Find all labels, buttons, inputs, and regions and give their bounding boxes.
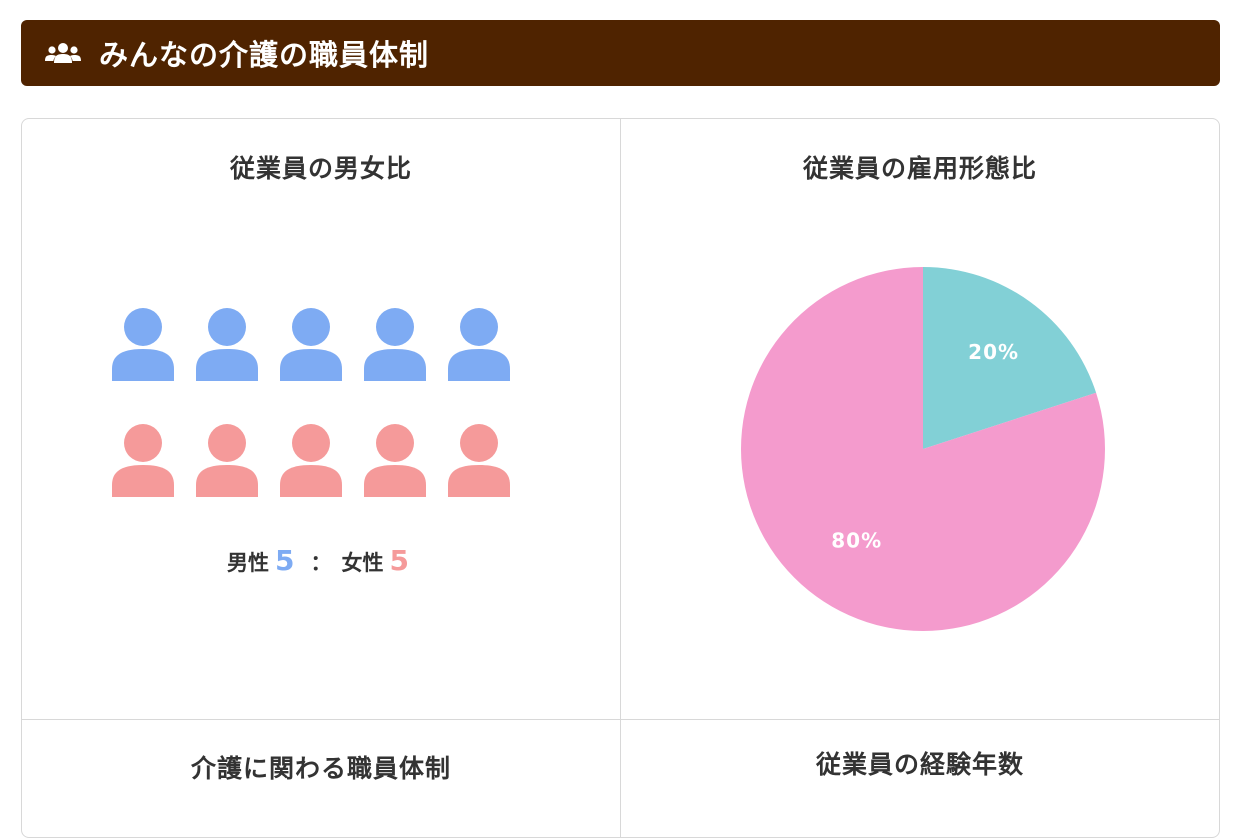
users-icon — [45, 41, 81, 65]
pie-slice-80 — [741, 267, 1105, 631]
female-person-icon — [192, 423, 262, 503]
ratio-separator: ： — [310, 551, 332, 575]
pie-slice-20 — [923, 267, 1097, 449]
gender-ratio-title: 従業員の男女比 — [229, 154, 412, 183]
divider-horizontal — [22, 719, 1219, 720]
gender-people-icons — [108, 307, 528, 507]
divider-vertical — [620, 119, 621, 837]
employment-pie-chart: 20% 80% — [741, 267, 1105, 631]
female-count: 5 — [389, 544, 409, 577]
gender-ratio-text: 男性 5：女性 5 — [22, 544, 620, 577]
employment-ratio-title: 従業員の雇用形態比 — [802, 154, 1037, 183]
pie-label-80: 80% — [831, 528, 882, 552]
female-label: 女性 — [341, 551, 384, 575]
female-person-icon — [444, 423, 514, 503]
male-person-icon — [444, 307, 514, 387]
male-count: 5 — [275, 544, 295, 577]
care-staff-title: 介護に関わる職員体制 — [190, 754, 451, 783]
pie-label-20: 20% — [968, 340, 1019, 364]
staff-info-grid: 従業員の男女比 男性 5：女性 5 従業員の雇用形態比 20% 80% 介護に関わる職… — [21, 118, 1220, 838]
female-person-icon — [108, 423, 178, 503]
section-header: みんなの介護の職員体制 — [21, 20, 1220, 86]
male-person-icon — [360, 307, 430, 387]
male-person-icon — [276, 307, 346, 387]
female-person-icon — [276, 423, 346, 503]
section-title: みんなの介護の職員体制 — [99, 38, 430, 72]
male-label: 男性 — [227, 551, 270, 575]
female-person-icon — [360, 423, 430, 503]
male-person-icon — [192, 307, 262, 387]
male-person-icon — [108, 307, 178, 387]
experience-years-title: 従業員の経験年数 — [815, 750, 1024, 779]
